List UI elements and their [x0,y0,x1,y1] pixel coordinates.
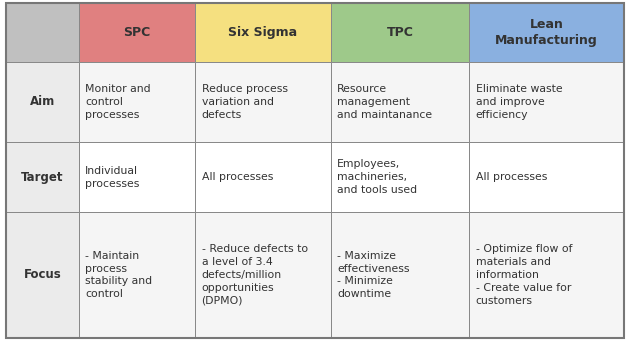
Text: SPC: SPC [123,26,151,39]
Text: Focus: Focus [24,268,61,281]
Bar [79,62,195,142]
Text: Lean
Manufacturing: Lean Manufacturing [495,18,598,47]
Text: TPC: TPC [387,26,413,39]
Text: Resource
management
and maintanance: Resource management and maintanance [337,84,432,120]
Bar [331,212,469,338]
Bar [469,3,624,62]
Bar [331,142,469,212]
Text: Individual
processes: Individual processes [85,166,139,189]
Bar [195,62,331,142]
Text: All processes: All processes [202,172,273,182]
Text: Six Sigma: Six Sigma [229,26,297,39]
Text: Aim: Aim [30,95,55,108]
Bar [6,62,79,142]
Bar [79,212,195,338]
Text: All processes: All processes [476,172,547,182]
Bar [469,142,624,212]
Text: - Maximize
effectiveness
- Minimize
downtime: - Maximize effectiveness - Minimize down… [337,251,410,299]
Bar [331,3,469,62]
Text: Target: Target [21,171,64,184]
Text: - Optimize flow of
materials and
information
- Create value for
customers: - Optimize flow of materials and informa… [476,244,572,306]
Text: - Maintain
process
stability and
control: - Maintain process stability and control [85,251,152,299]
Text: Monitor and
control
processes: Monitor and control processes [85,84,151,120]
Bar [195,3,331,62]
Bar [79,3,195,62]
Text: Employees,
machineries,
and tools used: Employees, machineries, and tools used [337,159,417,195]
Bar [469,212,624,338]
Bar [6,3,79,62]
Bar [79,142,195,212]
Bar [195,212,331,338]
Text: Eliminate waste
and improve
efficiency: Eliminate waste and improve efficiency [476,84,562,120]
Bar [6,142,79,212]
Bar [469,62,624,142]
Bar [195,142,331,212]
Text: Reduce process
variation and
defects: Reduce process variation and defects [202,84,288,120]
Bar [6,212,79,338]
Text: - Reduce defects to
a level of 3.4
defects/million
opportunities
(DPMO): - Reduce defects to a level of 3.4 defec… [202,244,307,306]
Bar [331,62,469,142]
